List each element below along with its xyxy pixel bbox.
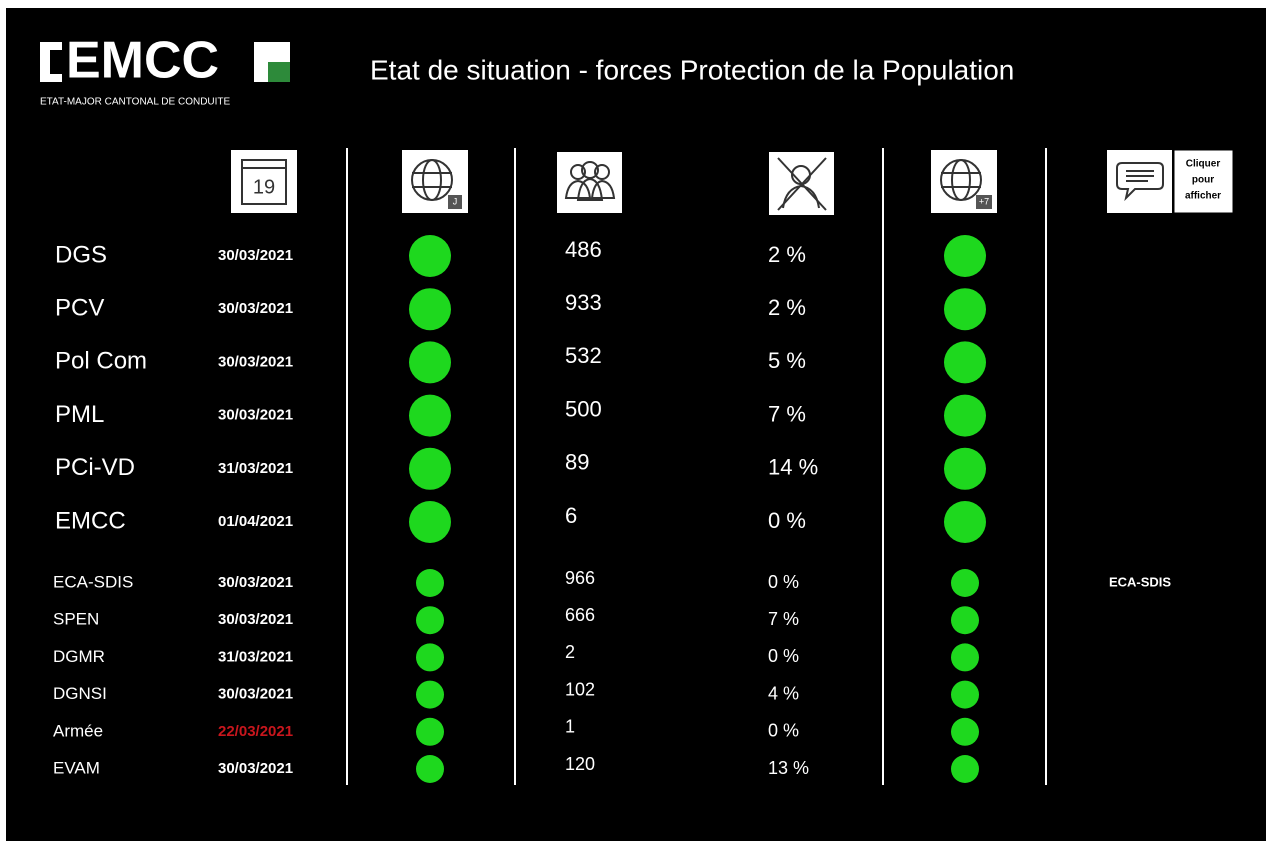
unit-name: Pol Com [55, 348, 147, 375]
status-today [409, 394, 451, 437]
unit-name: DGS [55, 241, 107, 268]
report-date: 30/03/2021 [218, 760, 293, 777]
unit-name: EVAM [53, 758, 100, 777]
status-today [409, 235, 451, 277]
status-week [951, 680, 979, 709]
absence-percent: 2 % [768, 295, 806, 320]
staff-count: 1 [565, 717, 575, 737]
button-text[interactable]: pour [1192, 175, 1214, 186]
separators [346, 148, 1047, 785]
report-date: 30/03/2021 [218, 611, 293, 628]
status-today [416, 569, 444, 597]
title: Etat de situation - forces Protection de… [370, 54, 1014, 85]
absence-icon [769, 152, 834, 215]
logo-bracket [40, 42, 62, 82]
status-today [416, 680, 444, 709]
staff-count: 2 [565, 642, 575, 662]
unit-name: PML [55, 401, 104, 428]
unit-name: SPEN [53, 610, 99, 629]
logo-green [268, 62, 290, 82]
status-week [951, 606, 979, 635]
report-date: 31/03/2021 [218, 648, 293, 665]
staff-count: 666 [565, 605, 595, 625]
logo-subtitle: ETAT-MAJOR CANTONAL DE CONDUITE [40, 97, 231, 108]
report-date: 30/03/2021 [218, 407, 293, 424]
unit-name: PCi-VD [55, 454, 135, 481]
report-date: 31/03/2021 [218, 460, 293, 477]
status-week [951, 569, 979, 597]
status-week [951, 755, 979, 783]
absence-percent: 0 % [768, 572, 799, 592]
status-week [944, 341, 986, 384]
comment: ECA-SDIS [1109, 574, 1171, 589]
people-icon [557, 152, 622, 213]
absence-percent: 2 % [768, 242, 806, 267]
button-text[interactable]: afficher [1185, 191, 1221, 202]
report-date: 30/03/2021 [218, 300, 293, 317]
status-week [944, 447, 986, 490]
report-date: 30/03/2021 [218, 247, 293, 264]
staff-count: 486 [565, 237, 602, 262]
status-week [951, 717, 979, 746]
calendar-icon: 19 [231, 150, 297, 213]
globe-day-label: J [453, 196, 458, 206]
globe-day-icon: J [402, 150, 468, 213]
status-today [416, 717, 444, 746]
absence-percent: 7 % [768, 401, 806, 426]
status-today [409, 501, 451, 543]
staff-count: 120 [565, 754, 595, 774]
button-text[interactable]: Cliquer [1186, 159, 1221, 170]
staff-count: 500 [565, 396, 602, 421]
status-today [416, 606, 444, 635]
absence-percent: 0 % [768, 646, 799, 666]
background [6, 8, 1266, 841]
unit-name: DGNSI [53, 684, 107, 703]
status-today [409, 447, 451, 490]
unit-name: EMCC [55, 507, 126, 534]
globe-week-label: +7 [979, 196, 989, 206]
staff-count: 102 [565, 679, 595, 699]
status-week [944, 394, 986, 437]
status-week [944, 235, 986, 277]
comment-icon [1107, 150, 1172, 213]
staff-count: 966 [565, 568, 595, 588]
unit-name: ECA-SDIS [53, 572, 133, 591]
absence-percent: 0 % [768, 508, 806, 533]
status-today [416, 755, 444, 783]
staff-count: 933 [565, 290, 602, 315]
absence-percent: 4 % [768, 683, 799, 703]
absence-percent: 14 % [768, 455, 818, 480]
status-today [409, 288, 451, 331]
calendar-day: 19 [253, 176, 275, 198]
unit-name: DGMR [53, 647, 105, 666]
unit-name: PCV [55, 295, 104, 322]
report-date: 30/03/2021 [218, 574, 293, 591]
staff-count: 6 [565, 503, 577, 528]
globe-week-icon: +7 [931, 150, 997, 213]
absence-percent: 0 % [768, 721, 799, 741]
absence-percent: 13 % [768, 758, 809, 778]
absence-percent: 7 % [768, 609, 799, 629]
report-date: 01/04/2021 [218, 513, 293, 530]
report-date: 22/03/2021 [218, 723, 293, 740]
logo-text: EMCC [66, 32, 219, 90]
report-date: 30/03/2021 [218, 353, 293, 370]
status-week [944, 501, 986, 543]
status-week [944, 288, 986, 331]
comment-button[interactable]: Cliquer pour afficher [1173, 149, 1234, 214]
staff-count: 532 [565, 343, 602, 368]
status-today [409, 341, 451, 384]
report-date: 30/03/2021 [218, 686, 293, 703]
status-today [416, 643, 444, 672]
status-week [951, 643, 979, 672]
staff-count: 89 [565, 450, 589, 475]
unit-name: Armée [53, 721, 103, 740]
absence-percent: 5 % [768, 348, 806, 373]
